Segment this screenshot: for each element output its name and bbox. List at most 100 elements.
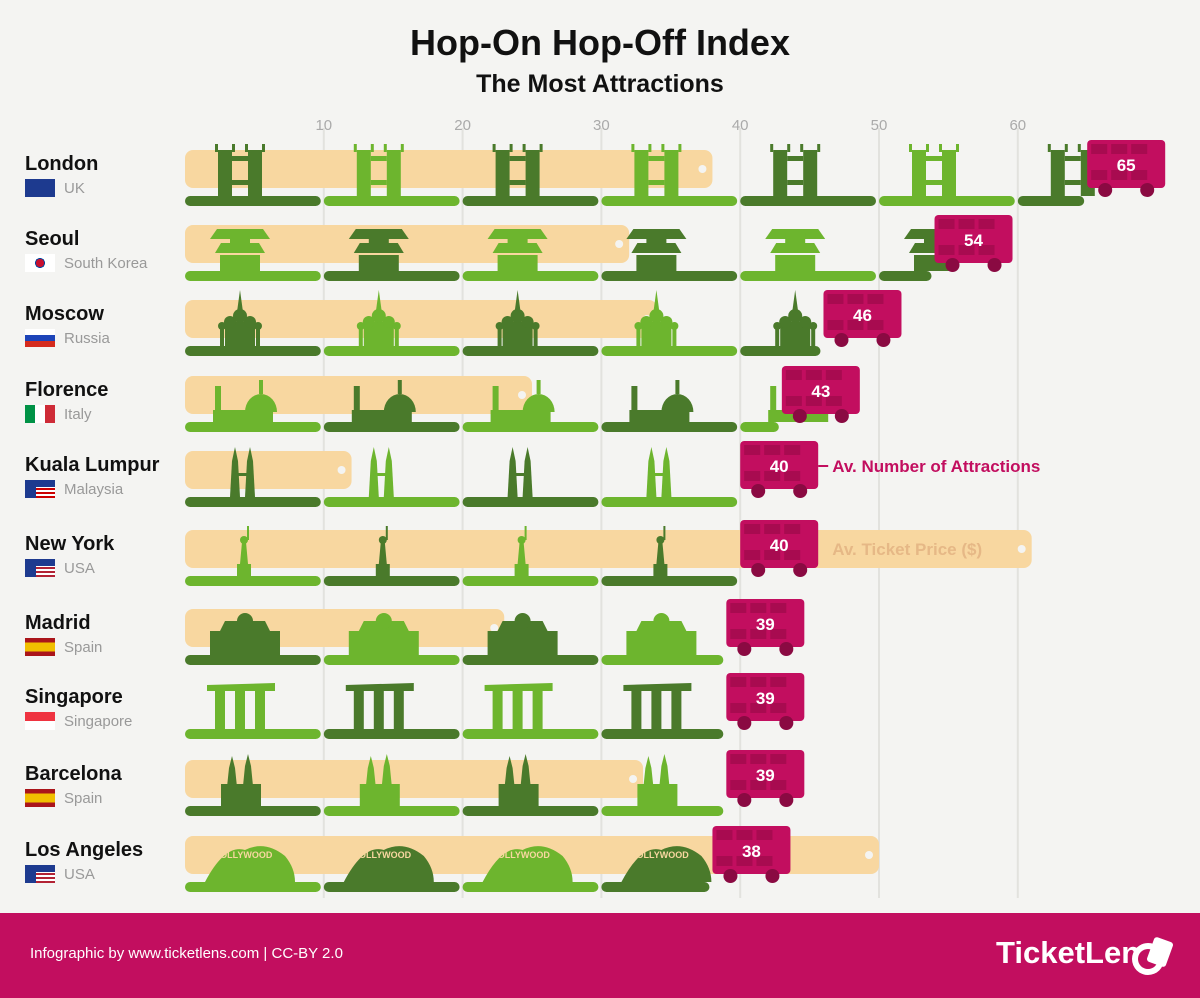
data-label-barcelona: 39 — [756, 766, 775, 785]
landmark-part — [345, 683, 414, 691]
landmark-part — [221, 784, 261, 806]
landmark-part — [215, 144, 218, 152]
landmark-part — [393, 691, 404, 729]
landmark-part — [362, 316, 375, 328]
country-text: UK — [64, 180, 85, 197]
landmark-part — [533, 328, 538, 346]
bus-wheel — [792, 409, 807, 423]
landmark — [213, 380, 277, 422]
landmark-part — [517, 536, 526, 544]
landmark — [375, 526, 390, 576]
city-name: Moscow — [25, 303, 104, 325]
landmark-part — [675, 380, 680, 394]
bus-window — [730, 780, 747, 790]
bus-window — [784, 471, 801, 481]
bus-window — [827, 320, 844, 330]
landmark-part — [370, 180, 387, 185]
landmark-part — [787, 156, 804, 161]
landmark-part — [787, 144, 791, 152]
legend-attractions-label: Av. Number of Attractions — [832, 457, 1040, 476]
landmark-part — [262, 144, 265, 152]
city-name: New York — [25, 533, 115, 555]
landmark-part — [378, 536, 387, 544]
landmark — [492, 144, 543, 196]
landmark-part — [809, 322, 818, 330]
landmark-part — [220, 328, 224, 346]
landmark-part — [370, 144, 374, 152]
landmark-part — [512, 691, 523, 729]
bus-window — [1131, 170, 1148, 180]
landmark-part — [492, 386, 499, 412]
city-name: Kuala Lumpur — [25, 454, 160, 476]
chart-subtitle: The Most Attractions — [476, 70, 724, 98]
attractions-segment-seoul — [879, 271, 932, 281]
bus-window — [750, 703, 767, 713]
bus-window — [785, 396, 802, 406]
landmark-part — [215, 386, 221, 412]
landmark-part — [492, 691, 503, 729]
bus-bar-end: 40 — [740, 441, 819, 498]
country-name: Italy — [25, 405, 205, 423]
landmark-part — [660, 316, 673, 328]
landmark-part — [230, 447, 240, 497]
bus-window — [736, 856, 753, 866]
data-label-florence: 43 — [811, 382, 830, 401]
landmark-part — [775, 255, 816, 271]
landmark-part — [495, 150, 510, 196]
landmark-part — [237, 290, 243, 312]
attractions-segment-barcelona — [323, 806, 460, 816]
landmark-part — [232, 156, 248, 161]
landmark-part — [649, 309, 664, 323]
bus-wheel — [1140, 183, 1155, 197]
landmark-part — [621, 846, 712, 882]
bus-window — [1111, 170, 1128, 180]
bus-window — [756, 856, 773, 866]
landmark — [221, 754, 261, 806]
attractions-segment-kuala-lumpur — [323, 497, 460, 507]
bus-window — [784, 445, 801, 455]
attractions-segment-barcelona — [185, 806, 321, 816]
attractions-segment-los-angeles — [601, 882, 710, 892]
landmark-part — [648, 144, 652, 152]
landmark-part — [775, 328, 780, 346]
landmark-part — [770, 243, 821, 253]
landmark-part — [1047, 144, 1051, 152]
landmark-part — [1064, 144, 1068, 152]
landmark-part — [353, 691, 364, 729]
price-bar-notch — [518, 391, 526, 399]
landmark-part — [634, 150, 649, 196]
landmark-part — [490, 410, 551, 422]
bus-window — [744, 471, 761, 481]
landmark-part — [371, 309, 386, 323]
landmark-part — [348, 631, 419, 655]
bus-window — [847, 320, 864, 330]
price-bar-notch — [629, 775, 638, 783]
landmark-part — [522, 394, 555, 412]
landmark-part — [373, 691, 384, 729]
bus-window — [730, 677, 747, 687]
price-bar-notch — [1017, 545, 1026, 553]
bus-window — [764, 524, 781, 534]
landmark — [345, 683, 414, 729]
landmark-part — [531, 322, 540, 330]
landmark — [634, 290, 679, 346]
attractions-segment-barcelona — [462, 806, 599, 816]
landmark — [653, 526, 668, 576]
landmark-part — [509, 180, 526, 185]
landmark — [498, 754, 539, 806]
landmark-part — [383, 144, 387, 152]
us-flag-icon — [25, 559, 55, 577]
landmark — [490, 380, 555, 422]
footer: Infographic by www.ticketlens.com | CC-B… — [0, 913, 1200, 998]
bus-wheel — [834, 333, 849, 347]
price-bar-notch — [698, 165, 707, 173]
bus-wheel — [793, 563, 808, 577]
landmark-part — [240, 542, 248, 564]
landmark — [487, 229, 548, 271]
landmark-part — [811, 328, 816, 346]
city-label-moscow: Moscow Russia — [25, 303, 205, 347]
landmark — [629, 380, 694, 422]
landmark-part — [509, 144, 513, 152]
country-name: Spain — [25, 638, 205, 656]
landmark — [507, 447, 533, 497]
